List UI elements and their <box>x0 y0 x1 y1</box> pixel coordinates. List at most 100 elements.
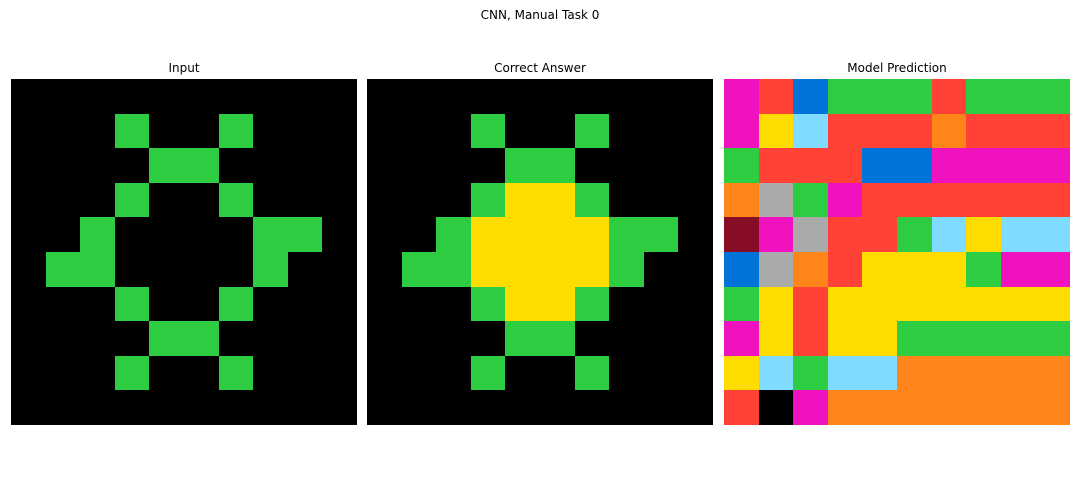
grid-cell <box>322 286 357 322</box>
grid-cell <box>827 148 863 183</box>
grid-cell <box>114 79 150 114</box>
grid-cell <box>11 182 46 218</box>
grid-cell <box>45 182 81 218</box>
grid-cell <box>436 355 471 391</box>
grid-cell <box>253 355 288 391</box>
grid-cell <box>470 113 506 149</box>
grid-cell <box>149 390 184 425</box>
grid-cell <box>253 390 288 425</box>
grid-cell <box>1000 148 1036 183</box>
grid-cell <box>539 286 575 322</box>
grid-cell <box>1035 286 1070 322</box>
grid-cell <box>367 113 402 149</box>
grid-cell <box>470 251 506 287</box>
grid-cell <box>505 321 540 356</box>
grid-cell <box>114 286 150 322</box>
grid-cell <box>931 148 967 183</box>
grid-cell <box>1000 355 1036 391</box>
grid-cell <box>793 251 828 287</box>
grid-cell <box>1035 148 1070 183</box>
grid-cell <box>896 321 932 356</box>
grid-cell <box>149 182 184 218</box>
grid-cell <box>45 113 81 149</box>
grid-cell <box>505 286 540 322</box>
grid-cell <box>45 286 81 322</box>
grid-cell <box>539 390 575 425</box>
grid-cell <box>401 79 437 114</box>
grid-cell <box>436 251 471 287</box>
grid-cell <box>505 390 540 425</box>
grid-cell <box>862 355 897 391</box>
grid-cell <box>827 355 863 391</box>
grid-cell <box>1035 182 1070 218</box>
grid-cell <box>401 251 437 287</box>
grid-cell <box>793 321 828 356</box>
grid-cell <box>574 217 610 252</box>
grid-cell <box>896 355 932 391</box>
grid-cell <box>1000 286 1036 322</box>
grid-cell <box>470 286 506 322</box>
grid-cell <box>678 251 713 287</box>
grid-cell <box>287 251 323 287</box>
grid-cell <box>931 251 967 287</box>
grid-cell <box>114 251 150 287</box>
grid-cell <box>574 182 610 218</box>
grid-cell <box>367 251 402 287</box>
grid-cell <box>322 321 357 356</box>
grid-cell <box>470 182 506 218</box>
grid-cell <box>793 286 828 322</box>
grid-cell <box>931 286 967 322</box>
grid-cell <box>609 286 644 322</box>
grid-cell <box>609 217 644 252</box>
grid-cell <box>678 321 713 356</box>
grid-cell <box>367 79 402 114</box>
grid-cell <box>322 217 357 252</box>
grid-cell <box>470 321 506 356</box>
grid-cell <box>758 113 794 149</box>
grid-cell <box>539 148 575 183</box>
grid-cell <box>218 217 254 252</box>
grid-cell <box>367 321 402 356</box>
grid-cell <box>793 390 828 425</box>
grid-cell <box>539 217 575 252</box>
grid-cell <box>218 321 254 356</box>
grid-cell <box>966 217 1001 252</box>
grid-cell <box>287 286 323 322</box>
grid-cell <box>401 217 437 252</box>
grid-cell <box>253 321 288 356</box>
correct-answer-panel: Correct Answer <box>367 61 713 425</box>
grid-cell <box>367 355 402 391</box>
grid-cell <box>367 182 402 218</box>
grid-cell <box>862 148 897 183</box>
grid-cell <box>1035 321 1070 356</box>
grid-cell <box>11 251 46 287</box>
grid-cell <box>678 217 713 252</box>
grid-cell <box>724 148 759 183</box>
grid-cell <box>253 286 288 322</box>
grid-cell <box>609 390 644 425</box>
grid-cell <box>678 79 713 114</box>
grid-cell <box>401 390 437 425</box>
grid-cell <box>367 390 402 425</box>
grid-cell <box>183 113 219 149</box>
grid-cell <box>862 182 897 218</box>
grid-cell <box>862 390 897 425</box>
grid-cell <box>758 321 794 356</box>
grid-cell <box>678 286 713 322</box>
grid-cell <box>322 182 357 218</box>
grid-cell <box>793 182 828 218</box>
grid-cell <box>505 182 540 218</box>
grid-cell <box>183 286 219 322</box>
grid-cell <box>931 355 967 391</box>
grid-cell <box>678 355 713 391</box>
grid-cell <box>609 251 644 287</box>
grid-cell <box>470 79 506 114</box>
grid-cell <box>1035 113 1070 149</box>
grid-cell <box>218 148 254 183</box>
grid-cell <box>758 355 794 391</box>
grid-cell <box>966 113 1001 149</box>
grid-cell <box>505 251 540 287</box>
grid-cell <box>609 355 644 391</box>
grid-cell <box>183 79 219 114</box>
grid-cell <box>253 182 288 218</box>
